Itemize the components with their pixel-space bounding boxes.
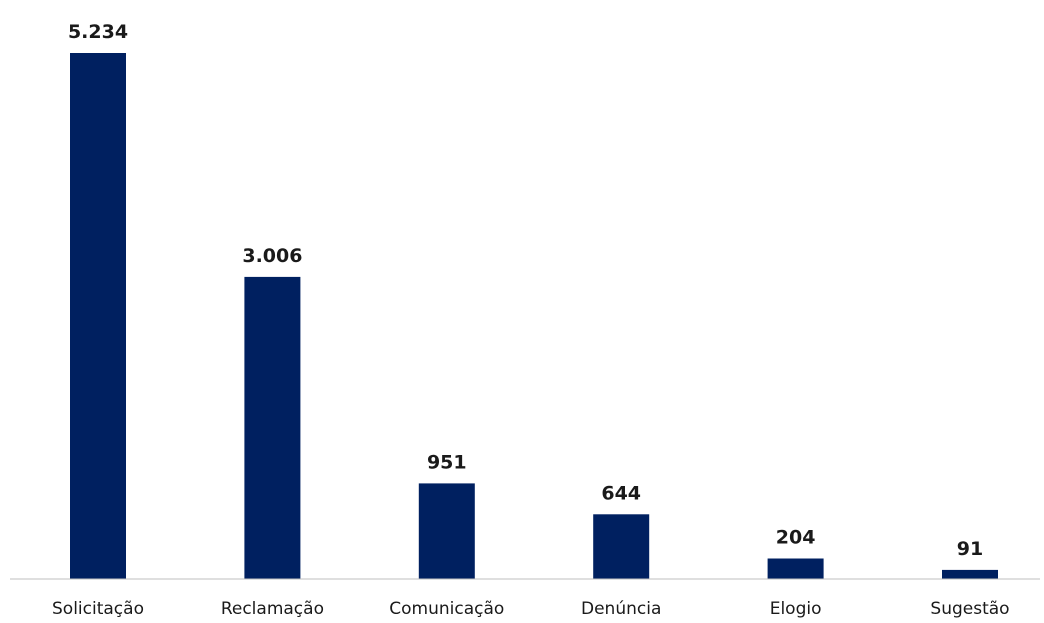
value-labels-layer: 5.234 3.006 951 644 204 91 [68,21,983,560]
bar-comunicacao [418,483,475,579]
category-label-elogio: Elogio [770,599,822,619]
value-label-comunicacao: 951 [427,451,467,473]
bar-reclamacao [244,276,301,579]
category-label-reclamacao: Reclamação [221,599,324,619]
value-label-sugestao: 91 [957,538,983,560]
category-label-solicitacao: Solicitação [52,599,144,619]
bars-layer [70,53,998,579]
category-label-sugestao: Sugestão [930,599,1009,619]
bar-solicitacao [70,53,126,579]
category-labels-layer: Solicitação Reclamação Comunicação Denúncia… [52,599,1010,619]
value-label-elogio: 204 [776,527,816,549]
value-label-denuncia: 644 [601,482,641,504]
value-label-solicitacao: 5.234 [68,21,128,43]
category-label-comunicacao: Comunicação [389,599,504,619]
value-label-reclamacao: 3.006 [242,245,302,267]
category-label-denuncia: Denúncia [581,599,661,619]
bar-sugestao [942,569,998,579]
bar-elogio [767,558,824,579]
bar-denuncia [593,514,650,579]
